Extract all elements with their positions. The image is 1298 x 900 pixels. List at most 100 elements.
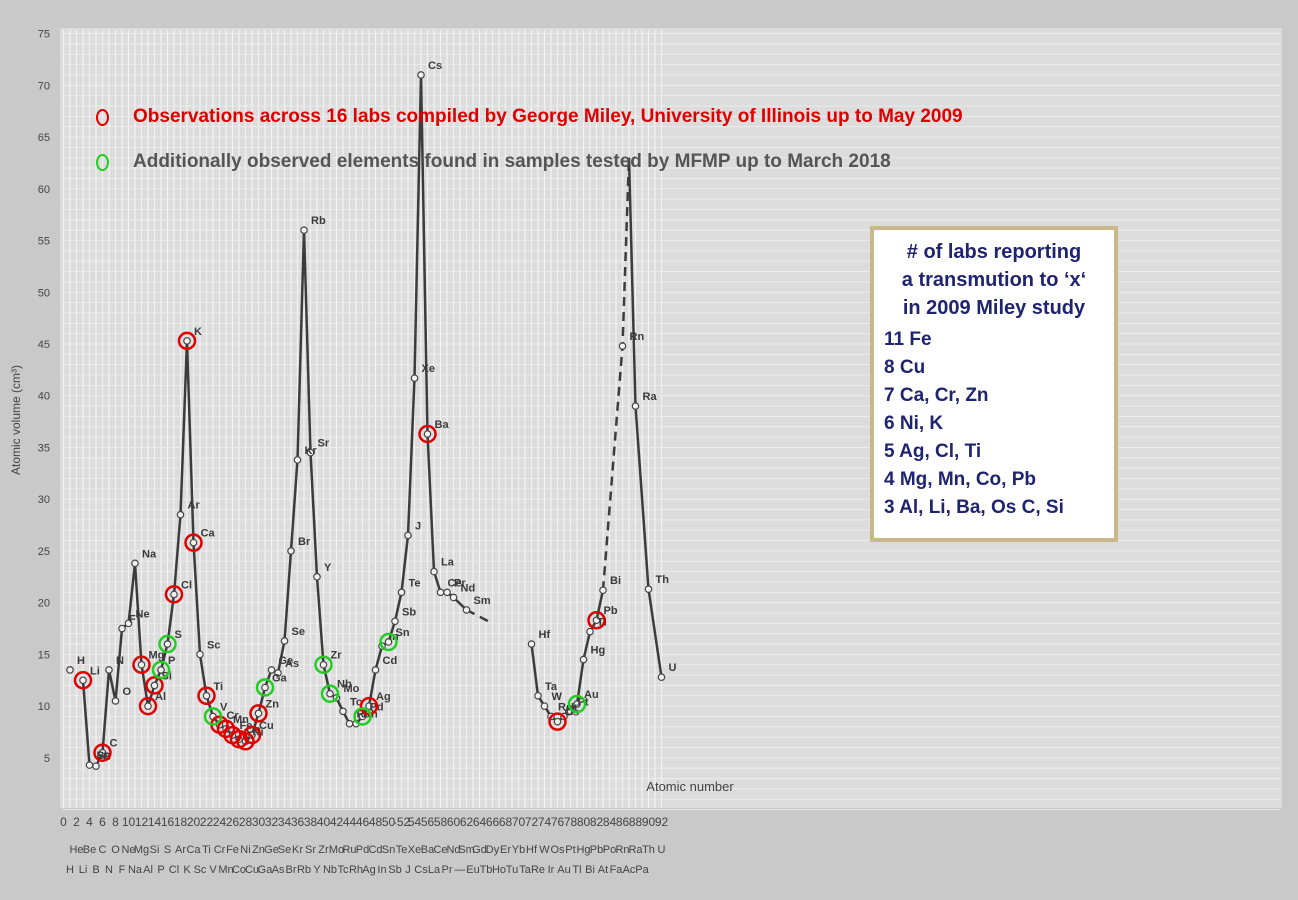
element-symbol-odd: Cs bbox=[414, 864, 428, 876]
y-tick-label: 5 bbox=[44, 753, 50, 765]
x-tick-label: 78 bbox=[564, 815, 578, 829]
data-point bbox=[404, 531, 412, 540]
y-tick-label: 20 bbox=[38, 598, 50, 610]
element-symbol-odd: Ac bbox=[623, 864, 636, 876]
element-symbol-even: Ni bbox=[240, 844, 250, 856]
data-point bbox=[618, 342, 627, 350]
x-tick-label: 86 bbox=[616, 815, 630, 829]
element-symbol-even: Cr bbox=[214, 844, 226, 856]
infobox-title: # of labs reporting a transmution to ‘x‘… bbox=[884, 238, 1104, 322]
data-point bbox=[144, 702, 152, 710]
point-label: Ir bbox=[571, 701, 579, 713]
element-symbol-even: Pt bbox=[565, 844, 575, 856]
miley-circle-marker bbox=[132, 655, 151, 674]
data-point bbox=[553, 717, 562, 726]
data-point bbox=[183, 337, 191, 345]
point-label: Ni bbox=[253, 726, 264, 738]
infobox-line: 5 Ag, Cl, Ti bbox=[884, 441, 982, 462]
mfmp-circle-marker bbox=[314, 655, 333, 674]
point-label: Sc bbox=[207, 639, 220, 651]
point-label: Ba bbox=[435, 419, 450, 431]
y-axis-label: Atomic volume (cm³) bbox=[9, 365, 23, 475]
y-tick-label: 45 bbox=[38, 339, 50, 351]
y-tick-label: 40 bbox=[38, 391, 50, 403]
element-symbol-odd: F bbox=[119, 864, 126, 876]
x-tick-label: 54 bbox=[408, 815, 422, 829]
data-point bbox=[163, 640, 172, 648]
data-point bbox=[579, 655, 588, 664]
data-point bbox=[371, 666, 380, 674]
element-symbol-odd: Br bbox=[286, 864, 297, 876]
data-point bbox=[592, 616, 601, 625]
data-point bbox=[430, 567, 438, 576]
data-point bbox=[417, 71, 425, 79]
miley-circle-marker bbox=[138, 696, 158, 716]
element-symbol-odd: Co bbox=[232, 864, 246, 876]
miley-circle-marker bbox=[145, 676, 164, 695]
x-tick-label: 28 bbox=[239, 815, 253, 829]
legend-mfmp-text: Additionally observed elements found in … bbox=[133, 151, 891, 172]
element-symbol-odd: — bbox=[455, 864, 466, 876]
element-symbol-even: Mg bbox=[134, 844, 149, 856]
point-label: Au bbox=[584, 689, 599, 701]
infobox-title-line: a transmution to ‘x‘ bbox=[901, 269, 1087, 291]
data-point bbox=[118, 624, 126, 633]
point-label: Sm bbox=[474, 595, 491, 607]
miley-circle-marker bbox=[242, 725, 262, 745]
data-point bbox=[150, 681, 159, 690]
point-label: Kr bbox=[305, 445, 318, 457]
point-label: Cs bbox=[428, 60, 442, 72]
data-point bbox=[300, 226, 308, 234]
point-label: Pb bbox=[604, 605, 618, 617]
x-axis-label: Atomic number bbox=[646, 779, 734, 794]
miley-circle-marker bbox=[184, 533, 203, 552]
data-point bbox=[189, 538, 198, 547]
x-tick-label: 22 bbox=[200, 815, 214, 829]
x-tick-label: 18 bbox=[174, 815, 188, 829]
point-label: Rn bbox=[630, 331, 645, 343]
data-point bbox=[449, 593, 458, 602]
element-symbol-even: Fe bbox=[226, 844, 239, 856]
data-point bbox=[280, 637, 289, 645]
x-tick-label: 8 bbox=[112, 815, 119, 829]
element-symbol-even: Ba bbox=[421, 844, 435, 856]
data-point bbox=[202, 691, 211, 700]
miley-circle-marker bbox=[548, 712, 567, 731]
miley-circle-marker bbox=[249, 704, 268, 723]
point-label: F bbox=[129, 614, 136, 626]
element-symbol-odd: Fa bbox=[610, 864, 624, 876]
point-label: Ra bbox=[643, 391, 658, 403]
point-label: Ag bbox=[376, 691, 391, 703]
infobox-line: 6 Ni, K bbox=[884, 413, 944, 434]
point-label: Cl bbox=[181, 579, 192, 591]
x-tick-label: 44 bbox=[343, 815, 357, 829]
x-tick-label: 6 bbox=[99, 815, 106, 829]
element-symbol-odd: Sb bbox=[388, 864, 401, 876]
point-label: Ge bbox=[279, 655, 294, 667]
element-symbol-odd: P bbox=[157, 864, 164, 876]
x-tick-label: 58 bbox=[434, 815, 448, 829]
element-symbol-odd: In bbox=[377, 864, 386, 876]
element-symbol-odd: As bbox=[272, 864, 285, 876]
point-label: Hf bbox=[539, 629, 551, 641]
x-tick-label: 84 bbox=[603, 815, 617, 829]
element-symbol-odd: N bbox=[105, 864, 113, 876]
point-label: Nb bbox=[337, 679, 352, 691]
element-symbol-odd: B bbox=[92, 864, 99, 876]
data-point bbox=[157, 666, 165, 674]
data-point bbox=[358, 712, 367, 721]
point-label: H bbox=[77, 655, 85, 667]
point-label: Sb bbox=[402, 606, 416, 618]
x-tick-label: 42 bbox=[330, 815, 344, 829]
point-label: Fe bbox=[240, 720, 253, 732]
element-symbol-even: He bbox=[69, 844, 83, 856]
infobox-title-line: # of labs reporting bbox=[906, 241, 1082, 263]
data-point bbox=[339, 707, 347, 716]
lab-count-infobox: # of labs reporting a transmution to ‘x‘… bbox=[870, 226, 1118, 542]
element-symbol-odd: Tb bbox=[480, 864, 493, 876]
red-circle-icon bbox=[96, 108, 109, 126]
point-label: P bbox=[168, 655, 175, 667]
data-point bbox=[274, 669, 282, 677]
data-point bbox=[267, 666, 276, 674]
point-label: S bbox=[175, 629, 182, 641]
